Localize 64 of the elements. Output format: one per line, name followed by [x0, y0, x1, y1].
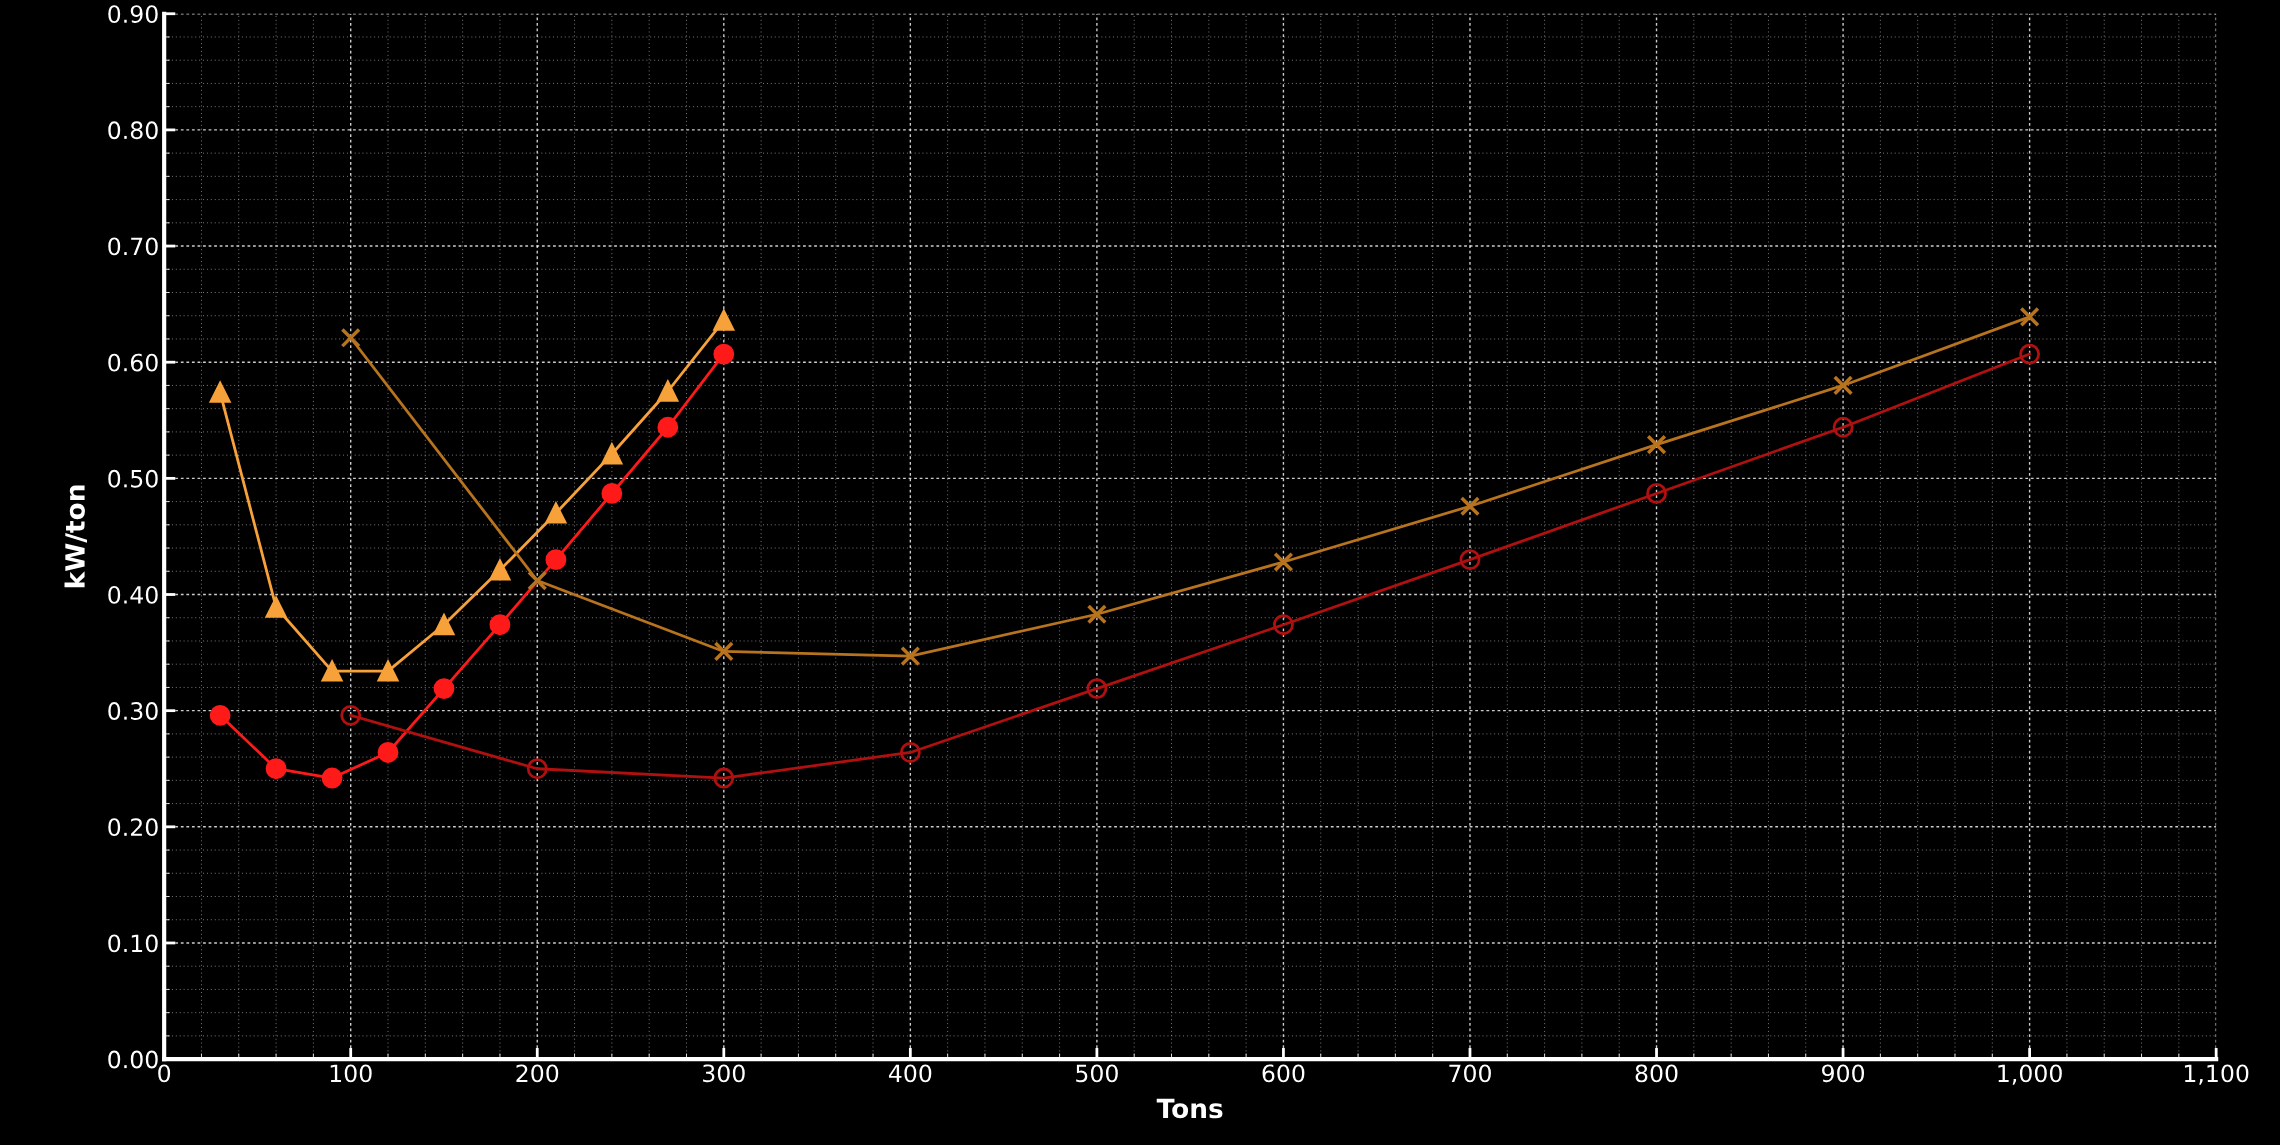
- point: [2019, 343, 2041, 365]
- point: [340, 704, 362, 726]
- point: [321, 767, 343, 789]
- point: [1646, 483, 1667, 504]
- point: [377, 660, 399, 682]
- y-tick-label: 0.60: [108, 353, 158, 372]
- y-tick-label: 0.00: [108, 1050, 158, 1069]
- point: [340, 327, 361, 348]
- point: [713, 309, 735, 331]
- point: [209, 381, 231, 403]
- point: [526, 758, 548, 780]
- x-tick-label: 1,100: [2184, 1064, 2249, 1085]
- point: [265, 596, 287, 618]
- point: [657, 380, 679, 402]
- point: [489, 614, 511, 636]
- point: [657, 416, 679, 438]
- y-tick-label: 0.10: [108, 934, 158, 953]
- y-tick-label: 0.30: [108, 702, 158, 720]
- point: [713, 343, 735, 365]
- x-tick-label: 1,000: [1998, 1064, 2062, 1085]
- point: [545, 549, 567, 571]
- y-tick-label: 0.20: [108, 818, 158, 837]
- point: [1086, 604, 1107, 625]
- y-tick-label: 0.70: [108, 237, 158, 256]
- point: [1832, 416, 1854, 438]
- point: [377, 742, 399, 763]
- y-tick-label: 0.80: [108, 121, 158, 140]
- y-tick-label: 0.50: [108, 469, 158, 488]
- point: [527, 570, 548, 591]
- point: [1459, 496, 1481, 517]
- point: [900, 646, 921, 667]
- point: [713, 767, 735, 789]
- x-tick-label: 500: [1076, 1064, 1118, 1083]
- point: [1646, 434, 1667, 455]
- x-tick-label: 600: [1262, 1064, 1305, 1083]
- x-axis-title: Tons: [1156, 1098, 1223, 1119]
- point: [899, 742, 921, 763]
- point: [209, 704, 231, 726]
- point: [545, 502, 567, 524]
- x-tick-label: 300: [703, 1064, 745, 1083]
- point: [713, 641, 734, 662]
- x-tick-label: 700: [1449, 1064, 1491, 1083]
- x-tick-label: 0: [158, 1064, 171, 1083]
- point: [265, 758, 287, 780]
- y-axis-title: kW/ton: [64, 485, 88, 588]
- point: [2019, 306, 2040, 327]
- point: [1273, 551, 1294, 573]
- point: [321, 660, 343, 682]
- point: [601, 483, 623, 504]
- point: [1833, 375, 1854, 396]
- point: [433, 614, 455, 636]
- x-tick-label: 400: [888, 1064, 932, 1083]
- point: [1086, 678, 1108, 700]
- point: [1273, 614, 1294, 636]
- point: [489, 559, 511, 581]
- point: [601, 441, 623, 465]
- y-tick-label: 0.90: [108, 5, 158, 24]
- x-tick-label: 800: [1635, 1064, 1678, 1083]
- point: [1459, 549, 1481, 571]
- x-tick-label: 900: [1822, 1064, 1865, 1083]
- point: [433, 678, 455, 700]
- x-tick-label: 100: [330, 1064, 372, 1083]
- y-tick-label: 0.40: [108, 585, 158, 604]
- x-tick-label: 200: [516, 1064, 559, 1083]
